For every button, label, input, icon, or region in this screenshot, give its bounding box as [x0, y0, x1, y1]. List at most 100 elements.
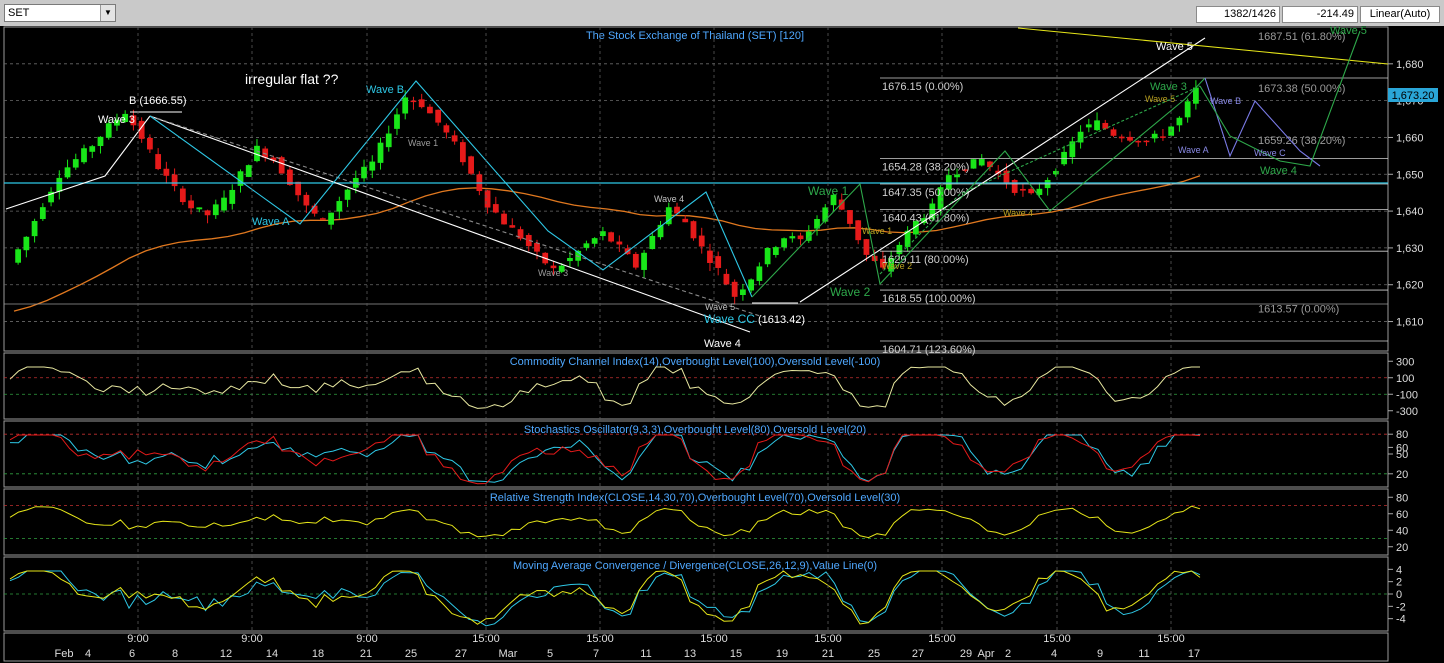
last-price-value: 1,673.20	[1392, 90, 1435, 102]
candle-body	[122, 113, 129, 122]
fib-level-label: 1629.11 (80.00%)	[882, 254, 969, 266]
date-tick-label: 6	[129, 648, 135, 660]
candle-body	[525, 234, 532, 247]
price-tick-label: 1,660	[1396, 132, 1424, 144]
candle-body	[130, 115, 137, 126]
candle-body	[509, 225, 516, 228]
candle-body	[822, 207, 829, 222]
candle-body	[748, 279, 755, 291]
indicator-title: Stochastics Oscillator(9,3,3),Overbought…	[524, 424, 866, 436]
fibonacci-retracement: 1676.15 (0.00%) 1654.28 (38.20%) 1647.35 (…	[880, 31, 1388, 356]
candle-body	[690, 221, 697, 239]
cci-panel-frame	[3, 352, 1389, 420]
moving-average-line	[13, 175, 1201, 312]
candle-body	[1135, 140, 1142, 143]
date-tick-label: 18	[312, 648, 324, 660]
indicator-line	[9, 570, 1201, 627]
candle-body	[1184, 101, 1191, 118]
time-axis: 9:00 9:00 9:00 15:00 15:00 15:00 15:00 15:00 15:…	[55, 27, 1200, 660]
indicator-tick-label: 60	[1396, 442, 1408, 454]
wave5-right-label: Wave 5	[1145, 94, 1175, 104]
indicator-title: Relative Strength Index(CLOSE,14,30,70),…	[490, 492, 900, 504]
date-tick-label: 19	[776, 648, 788, 660]
wave-a-label: Wave A	[252, 216, 290, 228]
candle-body	[270, 157, 277, 161]
candle-body	[830, 194, 837, 206]
indicator-tick-label: 20	[1396, 469, 1408, 481]
indicator-tick-label: 60	[1396, 509, 1408, 521]
candle-body	[179, 188, 186, 203]
wave2-green-label: Wave 2	[830, 285, 871, 299]
price-tick-label: 1,640	[1396, 206, 1424, 218]
candle-body	[328, 212, 334, 225]
wave4-bottom-label: Wave 4	[704, 338, 741, 350]
candle-body	[731, 281, 738, 297]
candle-body	[171, 174, 178, 187]
candle-body	[369, 161, 376, 171]
candle-body	[451, 135, 458, 142]
candle-body	[484, 190, 491, 208]
candle-body	[698, 235, 705, 247]
candle-body	[237, 171, 244, 186]
candle-body	[262, 148, 269, 158]
candle-body	[764, 248, 771, 265]
candle-body	[978, 159, 985, 166]
wave1-small-label: Wave 1	[862, 226, 892, 236]
trendline-down	[149, 115, 751, 333]
candle-body	[1061, 151, 1067, 165]
candle-body	[1110, 129, 1117, 136]
toolbar: SET ▼ 1382/1426 -214.49 Linear(Auto)	[0, 0, 1444, 26]
candle-body	[657, 224, 664, 238]
indicator-line	[9, 366, 1200, 409]
time-tick-label: 15:00	[814, 633, 842, 645]
fib-level-label: 1654.28 (38.20%)	[882, 162, 969, 174]
date-tick-label: 21	[360, 648, 372, 660]
candle-body	[311, 205, 318, 214]
wave4-small-label: Wave 4	[1003, 208, 1033, 218]
candle-body	[303, 194, 310, 206]
candle-body	[1094, 120, 1100, 131]
chevron-down-icon[interactable]: ▼	[100, 5, 115, 21]
indicator-tick-label: 40	[1396, 525, 1408, 537]
candle-body	[641, 252, 647, 270]
candle-body	[31, 221, 38, 237]
green-projection-path	[1199, 30, 1361, 167]
candle-body	[138, 120, 145, 139]
candle-body	[1036, 188, 1043, 195]
candle-body	[740, 289, 746, 295]
candle-body	[64, 167, 71, 178]
date-tick-label: 25	[868, 648, 880, 660]
candle-body	[772, 247, 779, 255]
candle-body	[1077, 131, 1084, 143]
time-tick-label: 9:00	[356, 633, 377, 645]
candle-body	[583, 243, 590, 248]
candle-body	[278, 157, 285, 174]
date-tick-label: 13	[684, 648, 696, 660]
candle-body	[39, 207, 46, 220]
wave-cc-value: (1613.42)	[758, 314, 805, 326]
candle-body	[591, 238, 598, 244]
wave2-small-label: Wave 2	[882, 261, 912, 271]
symbol-select[interactable]: SET ▼	[4, 4, 116, 22]
fib-level-label: 1604.71 (123.60%)	[882, 344, 976, 356]
indicator-tick-label: 50	[1396, 449, 1408, 461]
indicator-tick-label: 300	[1396, 356, 1414, 368]
indicator-panels: Commodity Channel Index(14),Overbought L…	[4, 356, 1418, 627]
scale-mode-button[interactable]: Linear(Auto)	[1360, 6, 1440, 23]
candle-body	[517, 229, 524, 239]
candle-body	[89, 146, 96, 152]
date-tick-label: 8	[172, 648, 178, 660]
date-tick-label: 14	[266, 648, 278, 660]
date-tick-label: Feb	[55, 648, 74, 660]
candle-body	[674, 206, 680, 214]
wave-b-label: Wave B	[366, 84, 404, 96]
indicator-signal-line	[9, 570, 1201, 625]
indicator-tick-label: 100	[1396, 373, 1414, 385]
trendline-right-up	[799, 37, 1206, 303]
indicator-tick-label: 20	[1396, 542, 1408, 554]
trendline-left-up	[5, 115, 151, 210]
candle-body	[1160, 136, 1166, 138]
candle-body	[254, 145, 260, 162]
chart-canvas[interactable]: 1,6101,6201,6301,6401,6501,6601,6701,680…	[0, 26, 1444, 663]
